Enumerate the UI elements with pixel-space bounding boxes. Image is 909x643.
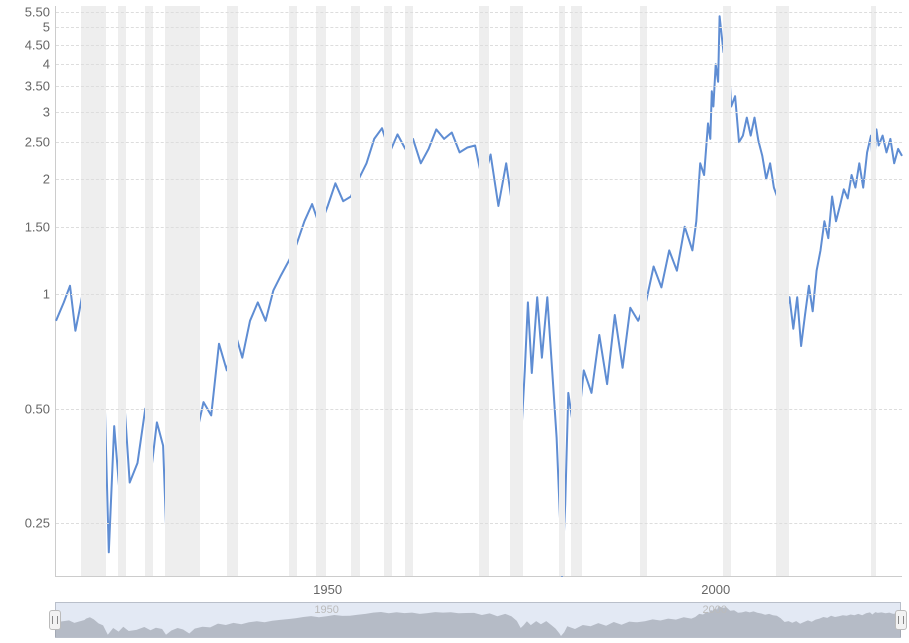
y-gridline (56, 86, 902, 87)
y-gridline (56, 45, 902, 46)
x-axis-label: 2000 (701, 582, 730, 597)
recession-band (510, 6, 523, 576)
chart-plot-area[interactable]: 0.250.5011.5022.5033.5044.5055.501950200… (55, 6, 902, 577)
y-gridline (56, 27, 902, 28)
y-gridline (56, 64, 902, 65)
recession-band (640, 6, 647, 576)
recession-band (81, 6, 107, 576)
recession-band (289, 6, 297, 576)
y-axis-label: 0.50 (25, 401, 50, 416)
y-gridline (56, 112, 902, 113)
navigator-handle-left[interactable] (49, 610, 61, 630)
y-gridline (56, 523, 902, 524)
y-gridline (56, 227, 902, 228)
recession-band (384, 6, 392, 576)
recession-band (559, 6, 565, 576)
recession-band (571, 6, 583, 576)
recession-band (118, 6, 126, 576)
y-axis-label: 2.50 (25, 135, 50, 150)
y-axis-label: 5 (43, 20, 50, 35)
recession-band (351, 6, 360, 576)
recession-band (723, 6, 731, 576)
y-axis-label: 4 (43, 57, 50, 72)
navigator-x-label: 1950 (314, 604, 338, 616)
recession-band (405, 6, 413, 576)
navigator-handle-right[interactable] (895, 610, 907, 630)
recession-band (479, 6, 489, 576)
y-gridline (56, 294, 902, 295)
recession-band (871, 6, 876, 576)
y-axis-label: 2 (43, 172, 50, 187)
y-axis-label: 1.50 (25, 219, 50, 234)
recession-band (165, 6, 200, 576)
y-axis-label: 4.50 (25, 37, 50, 52)
recession-band (145, 6, 153, 576)
y-gridline (56, 142, 902, 143)
chart-container: 0.25 0.50 1 1.50 2 2.50 3 3.50 4 4.50 55.50 1950 200… (0, 0, 909, 643)
y-gridline (56, 409, 902, 410)
y-axis-label: 1 (43, 286, 50, 301)
y-gridline (56, 179, 902, 180)
recession-band (316, 6, 326, 576)
y-gridline (56, 12, 902, 13)
range-navigator[interactable]: 1950 2000 (55, 602, 901, 638)
recession-band (227, 6, 239, 576)
y-axis-label: 0.25 (25, 516, 50, 531)
recession-band (776, 6, 789, 576)
navigator-x-label: 2000 (702, 604, 726, 616)
y-axis-label: 5.50 (25, 4, 50, 19)
navigator-selection[interactable] (55, 602, 901, 638)
y-axis-label: 3 (43, 104, 50, 119)
x-axis-label: 1950 (313, 582, 342, 597)
y-axis-label: 3.50 (25, 79, 50, 94)
